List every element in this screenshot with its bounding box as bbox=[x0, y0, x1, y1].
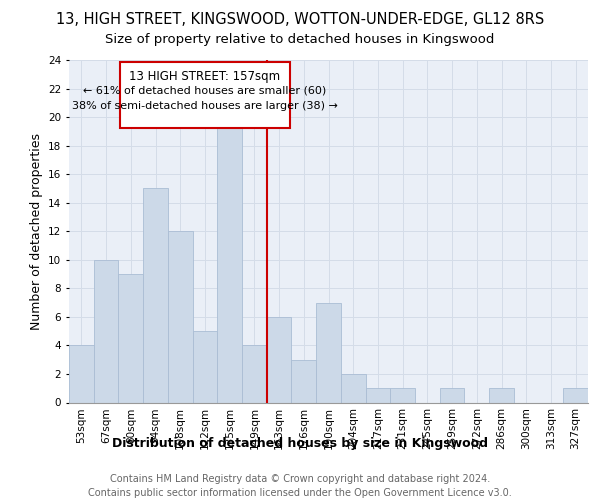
FancyBboxPatch shape bbox=[119, 62, 290, 128]
Bar bbox=[563, 388, 588, 402]
Bar bbox=[193, 331, 217, 402]
Y-axis label: Number of detached properties: Number of detached properties bbox=[29, 132, 43, 330]
Bar bbox=[168, 231, 193, 402]
Bar bbox=[267, 317, 292, 402]
Bar bbox=[489, 388, 514, 402]
Text: ← 61% of detached houses are smaller (60): ← 61% of detached houses are smaller (60… bbox=[83, 86, 326, 96]
Bar bbox=[365, 388, 390, 402]
Text: Contains HM Land Registry data © Crown copyright and database right 2024.: Contains HM Land Registry data © Crown c… bbox=[110, 474, 490, 484]
Text: 13, HIGH STREET, KINGSWOOD, WOTTON-UNDER-EDGE, GL12 8RS: 13, HIGH STREET, KINGSWOOD, WOTTON-UNDER… bbox=[56, 12, 544, 28]
Text: Distribution of detached houses by size in Kingswood: Distribution of detached houses by size … bbox=[112, 438, 488, 450]
Text: Size of property relative to detached houses in Kingswood: Size of property relative to detached ho… bbox=[106, 32, 494, 46]
Bar bbox=[217, 117, 242, 403]
Bar bbox=[316, 302, 341, 402]
Bar bbox=[440, 388, 464, 402]
Bar bbox=[69, 346, 94, 403]
Text: Contains public sector information licensed under the Open Government Licence v3: Contains public sector information licen… bbox=[88, 488, 512, 498]
Bar bbox=[118, 274, 143, 402]
Bar bbox=[242, 346, 267, 403]
Bar bbox=[341, 374, 365, 402]
Bar bbox=[292, 360, 316, 403]
Text: 38% of semi-detached houses are larger (38) →: 38% of semi-detached houses are larger (… bbox=[72, 102, 338, 112]
Bar bbox=[94, 260, 118, 402]
Bar bbox=[143, 188, 168, 402]
Bar bbox=[390, 388, 415, 402]
Text: 13 HIGH STREET: 157sqm: 13 HIGH STREET: 157sqm bbox=[130, 70, 280, 83]
